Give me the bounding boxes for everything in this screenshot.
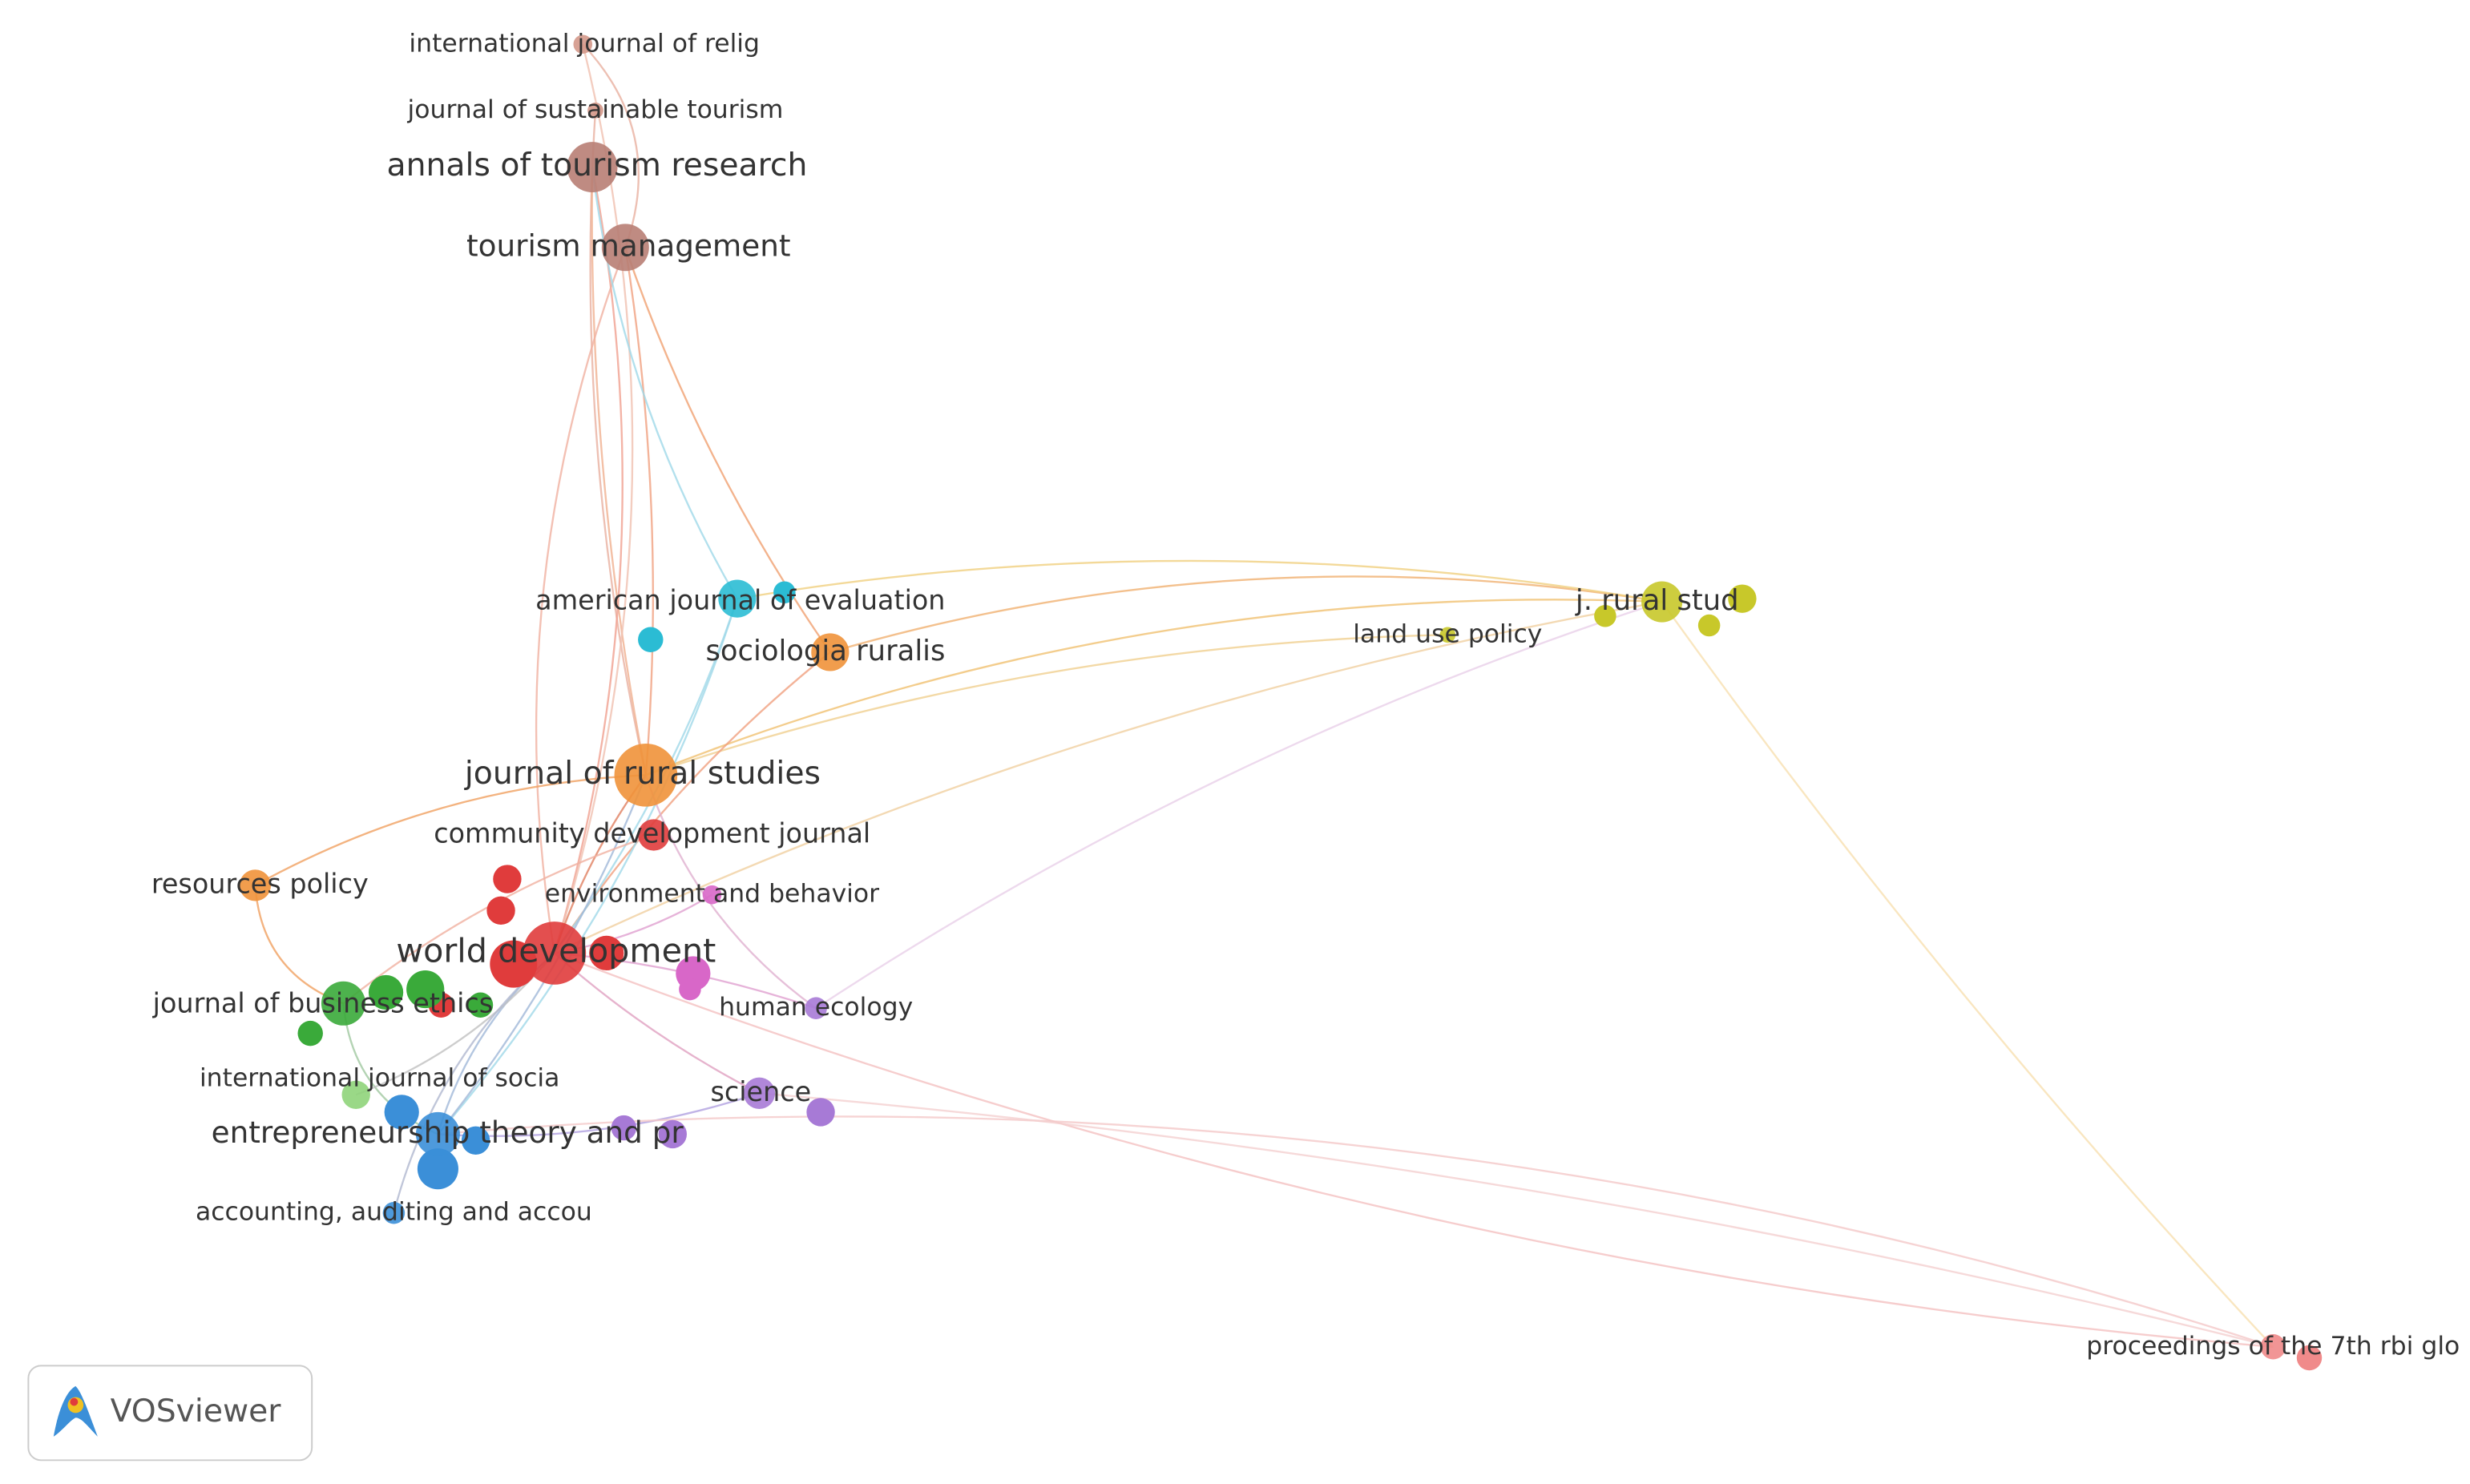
node-label: land use policy [1353, 619, 1542, 648]
node [614, 743, 678, 807]
node-label: accounting, auditing and accou [196, 1198, 592, 1227]
node-label: entrepreneurship theory and pr [212, 1115, 684, 1150]
node [601, 224, 649, 272]
logo-icon [70, 1397, 79, 1406]
node [587, 102, 603, 119]
node [718, 579, 757, 618]
edge [645, 599, 1662, 776]
node [461, 1126, 490, 1155]
node-label: j. rural stud [1575, 584, 1739, 617]
node-label: international journal of socia [200, 1064, 559, 1093]
node-label: annals of tourism research [386, 147, 807, 183]
node [773, 581, 796, 604]
logo: VOSviewer [27, 1365, 313, 1462]
node [638, 627, 664, 652]
node [573, 34, 593, 54]
node [297, 1020, 323, 1046]
node-label: resources policy [151, 868, 369, 899]
node [2260, 1334, 2286, 1360]
node [806, 1098, 835, 1127]
minor-nodes [297, 581, 2323, 1371]
node [341, 1080, 370, 1109]
edge [759, 1092, 2274, 1348]
node-label: sociologia ruralis [705, 635, 945, 667]
edge [342, 1003, 438, 1135]
edge [554, 952, 760, 1095]
node-label: world development [396, 931, 716, 970]
node [493, 865, 522, 893]
edge [624, 247, 831, 653]
edges [254, 43, 2274, 1348]
node-label: proceedings of the 7th rbi glo [2086, 1332, 2460, 1361]
node [467, 992, 494, 1018]
node-label: international journal of relig [409, 29, 760, 58]
node-label: journal of sustainable tourism [407, 95, 784, 124]
node [743, 1077, 776, 1109]
edge [553, 167, 624, 954]
edge [1661, 601, 2274, 1348]
edge [737, 559, 1662, 603]
node [2296, 1345, 2323, 1371]
edge [554, 600, 1662, 954]
edge [554, 952, 2274, 1348]
node [486, 896, 515, 925]
edge [644, 774, 817, 1010]
node [384, 1095, 419, 1130]
node [1641, 581, 1683, 623]
edge [815, 600, 1663, 1010]
node-label: journal of business ethics [152, 988, 493, 1019]
node [406, 970, 445, 1009]
node-label: environment and behavior [545, 880, 879, 909]
edge [438, 1115, 2274, 1348]
node [417, 1148, 458, 1190]
edge [591, 167, 738, 599]
node [567, 142, 618, 193]
node [368, 974, 404, 1010]
node [611, 1115, 637, 1141]
node [589, 935, 624, 971]
node [1728, 584, 1757, 613]
logo-text: VOSviewer [111, 1393, 282, 1430]
node-label: community development journal [434, 817, 870, 849]
logo-box [27, 1365, 313, 1462]
node [1439, 627, 1456, 643]
node-label: american journal of evaluation [535, 585, 945, 616]
edge [535, 247, 627, 954]
node [702, 885, 722, 905]
node-label: tourism management [466, 228, 791, 263]
node [321, 981, 366, 1026]
node [415, 1111, 460, 1156]
node-label: science [711, 1076, 812, 1107]
edge [254, 774, 646, 886]
node [1697, 614, 1721, 637]
nodes [239, 34, 2286, 1360]
edge [645, 634, 1448, 776]
edge [829, 575, 1662, 654]
node [658, 1119, 687, 1149]
edge [437, 598, 739, 1135]
node [811, 633, 850, 671]
node [523, 921, 587, 985]
node-label: human ecology [719, 993, 913, 1022]
node-label: journal of rural studies [464, 756, 821, 792]
edge [254, 885, 344, 1005]
node [1594, 604, 1616, 627]
node [382, 1201, 406, 1224]
edge [582, 43, 640, 248]
node [638, 819, 670, 851]
edge [624, 247, 654, 776]
node [805, 997, 827, 1019]
labels: international journal of relig journal of… [151, 29, 2460, 1361]
node [679, 978, 701, 1001]
node [239, 869, 272, 901]
edge [591, 167, 648, 776]
